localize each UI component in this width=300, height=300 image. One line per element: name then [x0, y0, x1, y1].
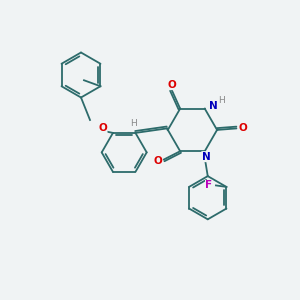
Text: H: H [218, 96, 225, 105]
Text: H: H [130, 119, 137, 128]
Text: O: O [98, 123, 107, 134]
Text: O: O [153, 156, 162, 166]
Text: N: N [209, 100, 218, 111]
Text: N: N [202, 152, 211, 162]
Text: O: O [238, 123, 247, 134]
Text: F: F [206, 180, 213, 190]
Text: O: O [167, 80, 176, 90]
